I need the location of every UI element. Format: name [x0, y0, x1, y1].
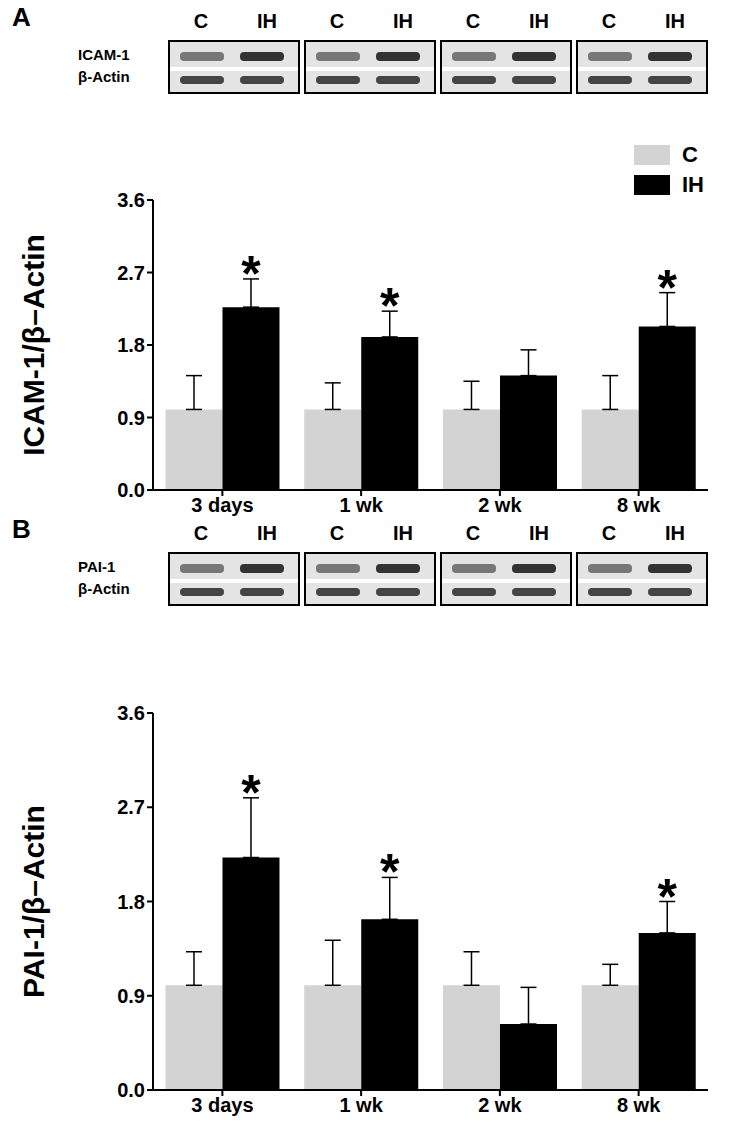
svg-text:0.9: 0.9: [117, 407, 145, 429]
html-text:C: C: [329, 10, 345, 32]
html-text:ICAM-1: ICAM-1: [78, 46, 130, 63]
svg-text:*: *: [658, 260, 678, 316]
html-text:C: C: [193, 522, 209, 544]
svg-text:3 days: 3 days: [191, 1094, 253, 1116]
html-text:β-Actin: β-Actin: [78, 68, 130, 85]
svg-text:1 wk: 1 wk: [339, 1094, 383, 1116]
html-text:IH: IH: [257, 522, 277, 544]
html-text:C: C: [465, 522, 481, 544]
html-text:IH: IH: [529, 522, 549, 544]
html-text:IH: IH: [665, 522, 685, 544]
html-text:C: C: [193, 10, 209, 32]
svg-text:1.8: 1.8: [117, 334, 145, 356]
html-text:C: C: [465, 10, 481, 32]
svg-text:3.6: 3.6: [117, 702, 145, 724]
html-text:IH: IH: [393, 522, 413, 544]
html-text:IH: IH: [393, 10, 413, 32]
svg-text:*: *: [241, 765, 261, 821]
svg-text:0.0: 0.0: [117, 1079, 145, 1101]
svg-text:2.7: 2.7: [117, 262, 145, 284]
html-text:IH: IH: [529, 10, 549, 32]
html-text:C: C: [601, 522, 617, 544]
html-text:IH: IH: [682, 172, 704, 197]
svg-text:0.0: 0.0: [117, 479, 145, 501]
html-text:A: A: [12, 2, 31, 32]
html-text:B: B: [12, 514, 31, 544]
html-text:C: C: [329, 522, 345, 544]
svg-text:3.6: 3.6: [117, 189, 145, 211]
svg-text:2 wk: 2 wk: [478, 1094, 522, 1116]
html-text:β-Actin: β-Actin: [78, 580, 130, 597]
html-text:C: C: [601, 10, 617, 32]
svg-text:1.8: 1.8: [117, 891, 145, 913]
svg-text:PAI-1/β–Actin: PAI-1/β–Actin: [17, 805, 50, 998]
svg-text:8 wk: 8 wk: [617, 1094, 661, 1116]
svg-text:2.7: 2.7: [117, 796, 145, 818]
svg-text:3 days: 3 days: [191, 494, 253, 516]
svg-text:*: *: [380, 278, 400, 334]
html-text:IH: IH: [257, 10, 277, 32]
svg-text:1 wk: 1 wk: [339, 494, 383, 516]
html-text:C: C: [682, 142, 698, 167]
svg-text:0.9: 0.9: [117, 985, 145, 1007]
html-text:PAI-1: PAI-1: [78, 558, 116, 575]
html-text:IH: IH: [665, 10, 685, 32]
svg-text:8 wk: 8 wk: [617, 494, 661, 516]
svg-text:2 wk: 2 wk: [478, 494, 522, 516]
svg-text:*: *: [241, 246, 261, 302]
svg-text:*: *: [380, 844, 400, 900]
svg-text:ICAM-1/β–Actin: ICAM-1/β–Actin: [17, 234, 50, 456]
svg-text:*: *: [658, 869, 678, 925]
